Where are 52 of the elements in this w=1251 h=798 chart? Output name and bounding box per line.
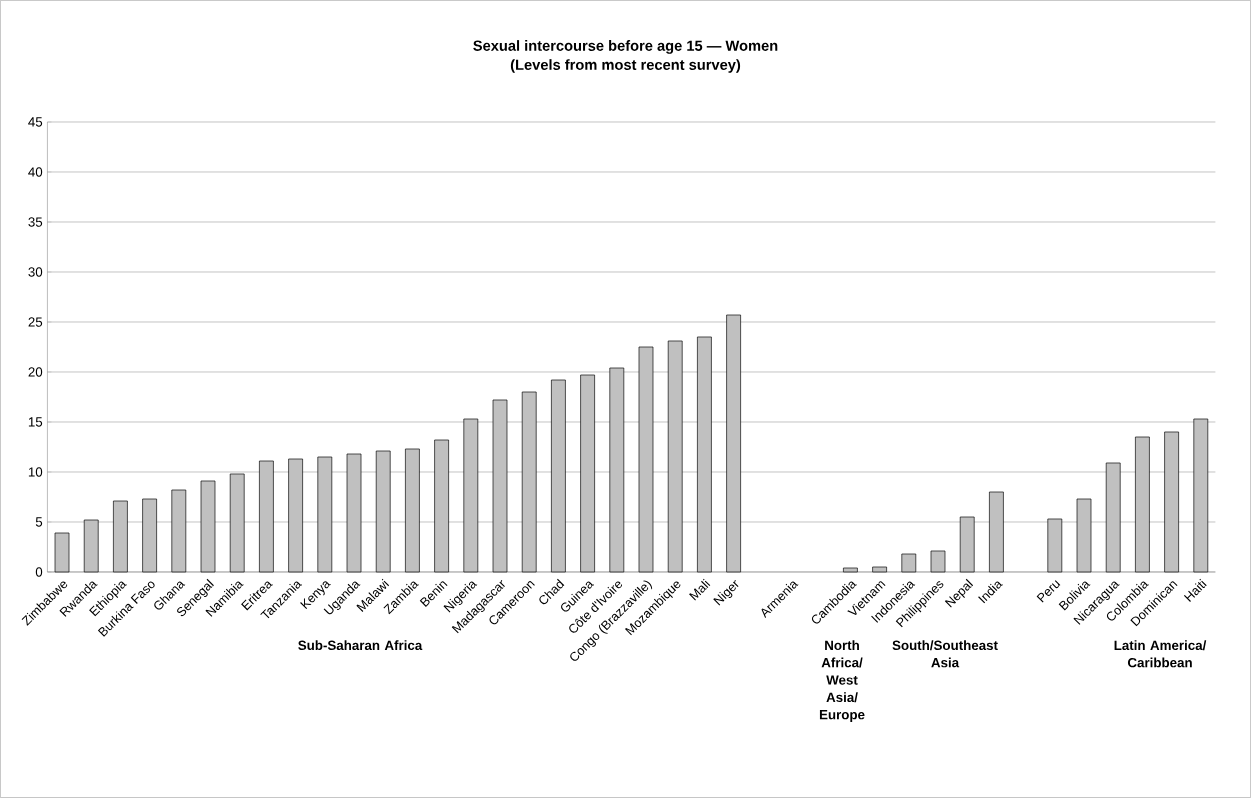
bar: [580, 374, 595, 573]
bar: [142, 498, 157, 573]
bar: [930, 550, 946, 573]
y-tick-label: 40: [28, 167, 43, 177]
y-tick-label: 0: [35, 567, 43, 577]
bar: [1047, 518, 1063, 573]
y-tick-label: 5: [35, 517, 43, 527]
bar: [405, 448, 420, 573]
bar: [843, 567, 858, 573]
text: North Africa/ West Asia/ Europe: [819, 640, 865, 723]
bar: [667, 340, 683, 573]
bar: [1105, 462, 1121, 573]
bar: [1135, 436, 1150, 573]
bar: [901, 553, 917, 573]
bar: [726, 314, 741, 573]
y-tick-label: 20: [28, 367, 43, 377]
y-tick-label: 15: [28, 417, 43, 427]
bar: [1164, 431, 1179, 573]
bar: [551, 379, 566, 573]
bar: [200, 480, 216, 573]
y-tick-label: 10: [28, 467, 43, 477]
bar: [1193, 418, 1209, 573]
bar: [609, 367, 625, 573]
bar: [83, 519, 99, 573]
bar: [492, 399, 508, 573]
bar: [989, 491, 1004, 573]
bar: [521, 391, 537, 573]
bar: [697, 336, 712, 573]
text: Latin America/ Caribbean: [1114, 640, 1207, 668]
y-tick-label: 30: [28, 267, 43, 277]
y-tick-label: 35: [28, 217, 43, 227]
text: South/Southeast Asia: [892, 640, 998, 668]
bar: [872, 566, 887, 573]
bar: [113, 500, 128, 573]
bar: [229, 473, 245, 573]
bar: [638, 346, 654, 573]
bar: [959, 516, 975, 573]
bar: [317, 456, 333, 573]
bar: [288, 458, 303, 573]
bar: [375, 450, 391, 573]
bar: [1076, 498, 1092, 573]
bar: [346, 453, 362, 573]
text: Sub-Saharan Africa: [298, 640, 423, 651]
bar: [171, 489, 187, 573]
bar: [463, 418, 479, 573]
chart-title: Sexual intercourse before age 15 — Women: [473, 40, 778, 54]
bar: [259, 460, 274, 573]
y-tick-label: 45: [28, 117, 43, 127]
chart-subtitle: (Levels from most recent survey): [510, 59, 741, 73]
bar: [54, 532, 70, 573]
y-tick-label: 25: [28, 317, 43, 327]
bar: [434, 439, 449, 573]
